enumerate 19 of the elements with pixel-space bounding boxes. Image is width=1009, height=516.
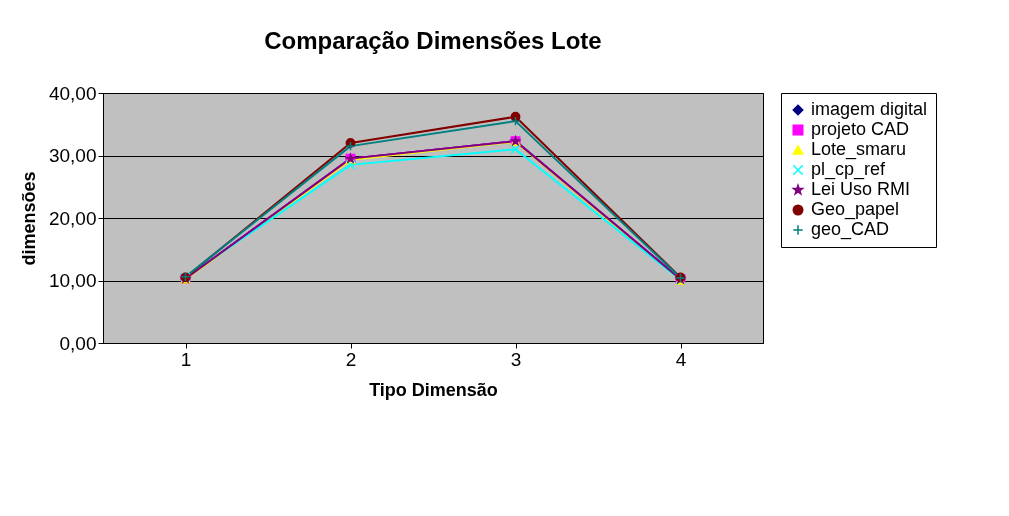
x-tick-label: 3: [510, 348, 522, 370]
y-tick-label: 30,00: [48, 145, 97, 166]
legend-label: geo_CAD: [811, 219, 890, 240]
y-tick-label: 0,00: [59, 332, 97, 354]
x-tick-label: 1: [180, 348, 192, 370]
legend-label: Geo_papel: [811, 199, 900, 220]
chart-title: Comparação Dimensões Lote: [264, 27, 602, 54]
y-tick-label: 10,00: [48, 270, 97, 291]
x-tick-label: 2: [345, 348, 357, 370]
y-tick-label: 40,00: [48, 82, 97, 104]
y-axis-title: dimensões: [18, 171, 39, 266]
x-axis-title: Tipo Dimensão: [369, 379, 498, 400]
legend-label: projeto CAD: [811, 119, 910, 139]
legend-label: pl_cp_ref: [811, 159, 887, 180]
legend-label: Lote_smaru: [811, 139, 907, 160]
legend-label: imagem digital: [811, 99, 928, 119]
y-tick-label: 20,00: [48, 207, 97, 229]
x-tick-label: 4: [675, 348, 687, 370]
legend-label: Lei Uso RMI: [811, 179, 911, 199]
